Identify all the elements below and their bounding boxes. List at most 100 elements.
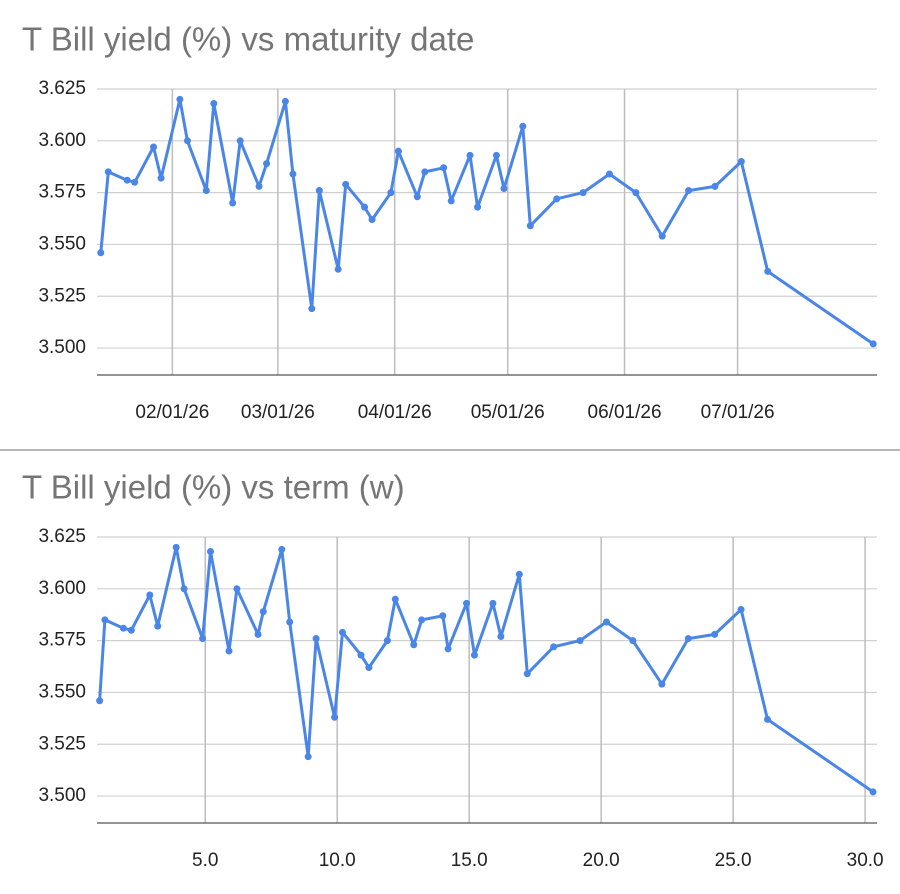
point: [737, 606, 745, 614]
point: [444, 645, 452, 653]
point: [365, 664, 373, 672]
y-tick-label: 3.575: [38, 182, 86, 203]
chart-title: T Bill yield (%) vs term (w): [22, 469, 405, 506]
point: [199, 635, 207, 643]
point: [315, 187, 323, 195]
point: [225, 647, 233, 655]
point: [338, 628, 346, 636]
point: [202, 187, 210, 195]
y-tick-label: 3.525: [38, 285, 86, 306]
point: [418, 616, 426, 624]
point: [183, 137, 191, 145]
y-tick-label: 3.500: [38, 337, 86, 358]
point: [146, 591, 154, 599]
point: [550, 643, 558, 651]
point: [150, 143, 158, 151]
point: [492, 151, 500, 159]
point: [764, 267, 772, 275]
point: [463, 599, 471, 607]
x-tick-label: 25.0: [715, 850, 752, 871]
x-tick-label: 05/01/26: [471, 402, 545, 423]
x-tick-label: 06/01/26: [588, 402, 662, 423]
y-tick-label: 3.500: [38, 785, 86, 806]
y-tick-label: 3.575: [38, 630, 86, 651]
point: [127, 626, 135, 634]
point: [361, 203, 369, 211]
point: [711, 182, 719, 190]
point: [96, 697, 104, 705]
point: [123, 176, 131, 184]
point: [523, 670, 531, 678]
point: [658, 232, 666, 240]
point: [254, 630, 262, 638]
chart-title: T Bill yield (%) vs maturity date: [22, 21, 474, 58]
point: [763, 715, 771, 723]
point: [236, 137, 244, 145]
x-tick-label: 10.0: [319, 850, 356, 871]
point: [259, 608, 267, 616]
point: [629, 637, 637, 645]
y-tick-label: 3.625: [38, 526, 86, 547]
point: [229, 199, 237, 207]
point: [383, 637, 391, 645]
point: [413, 193, 421, 201]
point: [602, 618, 610, 626]
point: [605, 170, 613, 178]
y-tick-label: 3.600: [38, 130, 86, 151]
point: [233, 585, 241, 593]
point: [410, 641, 418, 649]
series-line: [99, 97, 875, 346]
point: [255, 182, 263, 190]
point: [368, 216, 376, 224]
point: [289, 170, 297, 178]
point: [869, 340, 877, 348]
point: [342, 180, 350, 188]
point: [101, 616, 109, 624]
point: [334, 265, 342, 273]
x-tick-label: 5.0: [192, 850, 218, 871]
x-tick-label: 20.0: [583, 850, 620, 871]
point: [579, 189, 587, 197]
point: [172, 543, 180, 551]
point: [176, 95, 184, 103]
point: [685, 187, 693, 195]
point: [308, 305, 316, 313]
point: [440, 164, 448, 172]
y-tick-label: 3.550: [38, 233, 86, 254]
x-tick-label: 30.0: [847, 850, 884, 871]
point: [278, 545, 286, 553]
point: [312, 635, 320, 643]
y-tick-label: 3.550: [38, 681, 86, 702]
point: [447, 197, 455, 205]
point: [497, 632, 505, 640]
point: [286, 618, 294, 626]
x-tick-label: 04/01/26: [358, 402, 432, 423]
point: [394, 147, 402, 155]
y-tick-label: 3.600: [38, 578, 86, 599]
point: [391, 595, 399, 603]
point: [331, 713, 339, 721]
point: [387, 189, 395, 197]
point: [207, 548, 215, 556]
series-line: [98, 545, 874, 794]
point: [515, 570, 523, 578]
point: [154, 622, 162, 630]
x-tick-label: 15.0: [451, 850, 488, 871]
point: [281, 97, 289, 105]
point: [439, 612, 447, 620]
point: [470, 651, 478, 659]
x-tick-label: 07/01/26: [701, 402, 775, 423]
point: [104, 168, 112, 176]
point: [711, 630, 719, 638]
y-tick-label: 3.625: [38, 78, 86, 99]
y-tick-label: 3.525: [38, 733, 86, 754]
point: [119, 624, 127, 632]
point: [500, 184, 508, 192]
point: [474, 203, 482, 211]
point: [131, 178, 139, 186]
point: [263, 160, 271, 168]
point: [489, 599, 497, 607]
point: [180, 585, 188, 593]
point: [684, 635, 692, 643]
